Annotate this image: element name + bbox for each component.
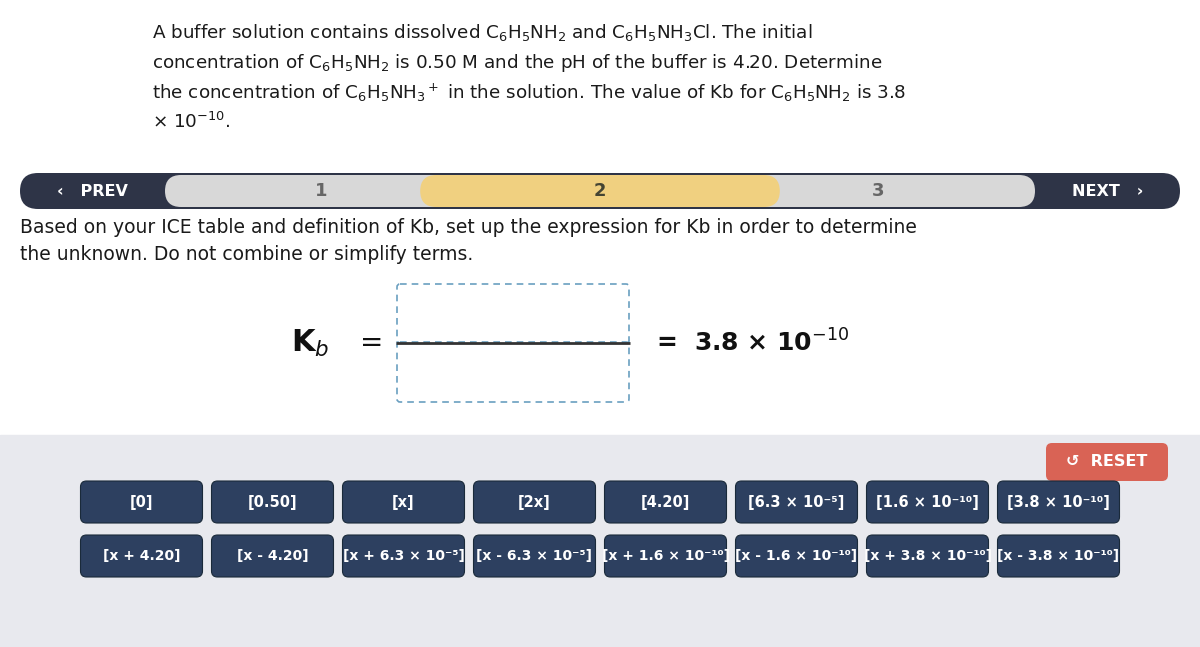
Text: [2x]: [2x] xyxy=(518,494,551,509)
Text: 2: 2 xyxy=(594,182,606,200)
Text: [x + 6.3 × 10⁻⁵]: [x + 6.3 × 10⁻⁵] xyxy=(342,549,464,563)
Text: the concentration of C$_6$H$_5$NH$_3$$^+$ in the solution. The value of Kb for C: the concentration of C$_6$H$_5$NH$_3$$^+… xyxy=(152,82,906,104)
Bar xyxy=(0,0,1200,435)
Text: NEXT   ›: NEXT › xyxy=(1073,184,1144,199)
Text: [x - 6.3 × 10⁻⁵]: [x - 6.3 × 10⁻⁵] xyxy=(476,549,593,563)
FancyBboxPatch shape xyxy=(211,535,334,577)
Text: 3: 3 xyxy=(872,182,884,200)
Text: Based on your ICE table and definition of Kb, set up the expression for Kb in or: Based on your ICE table and definition o… xyxy=(20,218,917,237)
FancyBboxPatch shape xyxy=(342,481,464,523)
Bar xyxy=(0,435,1200,647)
FancyBboxPatch shape xyxy=(866,535,989,577)
FancyBboxPatch shape xyxy=(866,481,989,523)
Text: [x]: [x] xyxy=(392,494,415,509)
Text: [x - 4.20]: [x - 4.20] xyxy=(236,549,308,563)
FancyBboxPatch shape xyxy=(420,175,780,207)
Text: [6.3 × 10⁻⁵]: [6.3 × 10⁻⁵] xyxy=(749,494,845,509)
FancyBboxPatch shape xyxy=(605,481,726,523)
FancyBboxPatch shape xyxy=(474,535,595,577)
Text: [3.8 × 10⁻¹⁰]: [3.8 × 10⁻¹⁰] xyxy=(1007,494,1110,509)
Text: [x + 4.20]: [x + 4.20] xyxy=(103,549,180,563)
Text: [x - 3.8 × 10⁻¹⁰]: [x - 3.8 × 10⁻¹⁰] xyxy=(997,549,1120,563)
FancyBboxPatch shape xyxy=(20,173,1180,209)
FancyBboxPatch shape xyxy=(397,284,629,344)
FancyBboxPatch shape xyxy=(605,535,726,577)
Text: 1: 1 xyxy=(316,182,328,200)
Text: concentration of C$_6$H$_5$NH$_2$ is 0.50 M and the pH of the buffer is 4.20. De: concentration of C$_6$H$_5$NH$_2$ is 0.5… xyxy=(152,52,882,74)
Text: K$_b$: K$_b$ xyxy=(290,327,329,358)
Text: [x - 1.6 × 10⁻¹⁰]: [x - 1.6 × 10⁻¹⁰] xyxy=(736,549,858,563)
Text: the unknown. Do not combine or simplify terms.: the unknown. Do not combine or simplify … xyxy=(20,245,473,264)
FancyBboxPatch shape xyxy=(474,481,595,523)
FancyBboxPatch shape xyxy=(997,481,1120,523)
FancyBboxPatch shape xyxy=(211,481,334,523)
FancyBboxPatch shape xyxy=(397,342,629,402)
FancyBboxPatch shape xyxy=(80,481,203,523)
FancyBboxPatch shape xyxy=(736,535,858,577)
Text: [0]: [0] xyxy=(130,494,154,509)
Text: $\times$ 10$^{-10}$.: $\times$ 10$^{-10}$. xyxy=(152,112,230,132)
Text: A buffer solution contains dissolved C$_6$H$_5$NH$_2$ and C$_6$H$_5$NH$_3$Cl. Th: A buffer solution contains dissolved C$_… xyxy=(152,22,812,43)
Text: =: = xyxy=(360,329,384,357)
Text: [1.6 × 10⁻¹⁰]: [1.6 × 10⁻¹⁰] xyxy=(876,494,979,509)
FancyBboxPatch shape xyxy=(80,535,203,577)
FancyBboxPatch shape xyxy=(166,175,1034,207)
Text: [4.20]: [4.20] xyxy=(641,494,690,509)
Text: =  3.8 × 10$^{-10}$: = 3.8 × 10$^{-10}$ xyxy=(656,329,850,356)
Text: [x + 1.6 × 10⁻¹⁰]: [x + 1.6 × 10⁻¹⁰] xyxy=(601,549,730,563)
Text: [x + 3.8 × 10⁻¹⁰]: [x + 3.8 × 10⁻¹⁰] xyxy=(864,549,991,563)
FancyBboxPatch shape xyxy=(342,535,464,577)
FancyBboxPatch shape xyxy=(997,535,1120,577)
FancyBboxPatch shape xyxy=(736,481,858,523)
FancyBboxPatch shape xyxy=(1046,443,1168,481)
Text: ‹   PREV: ‹ PREV xyxy=(56,184,127,199)
Text: ↺  RESET: ↺ RESET xyxy=(1067,454,1147,470)
Text: [0.50]: [0.50] xyxy=(247,494,298,509)
